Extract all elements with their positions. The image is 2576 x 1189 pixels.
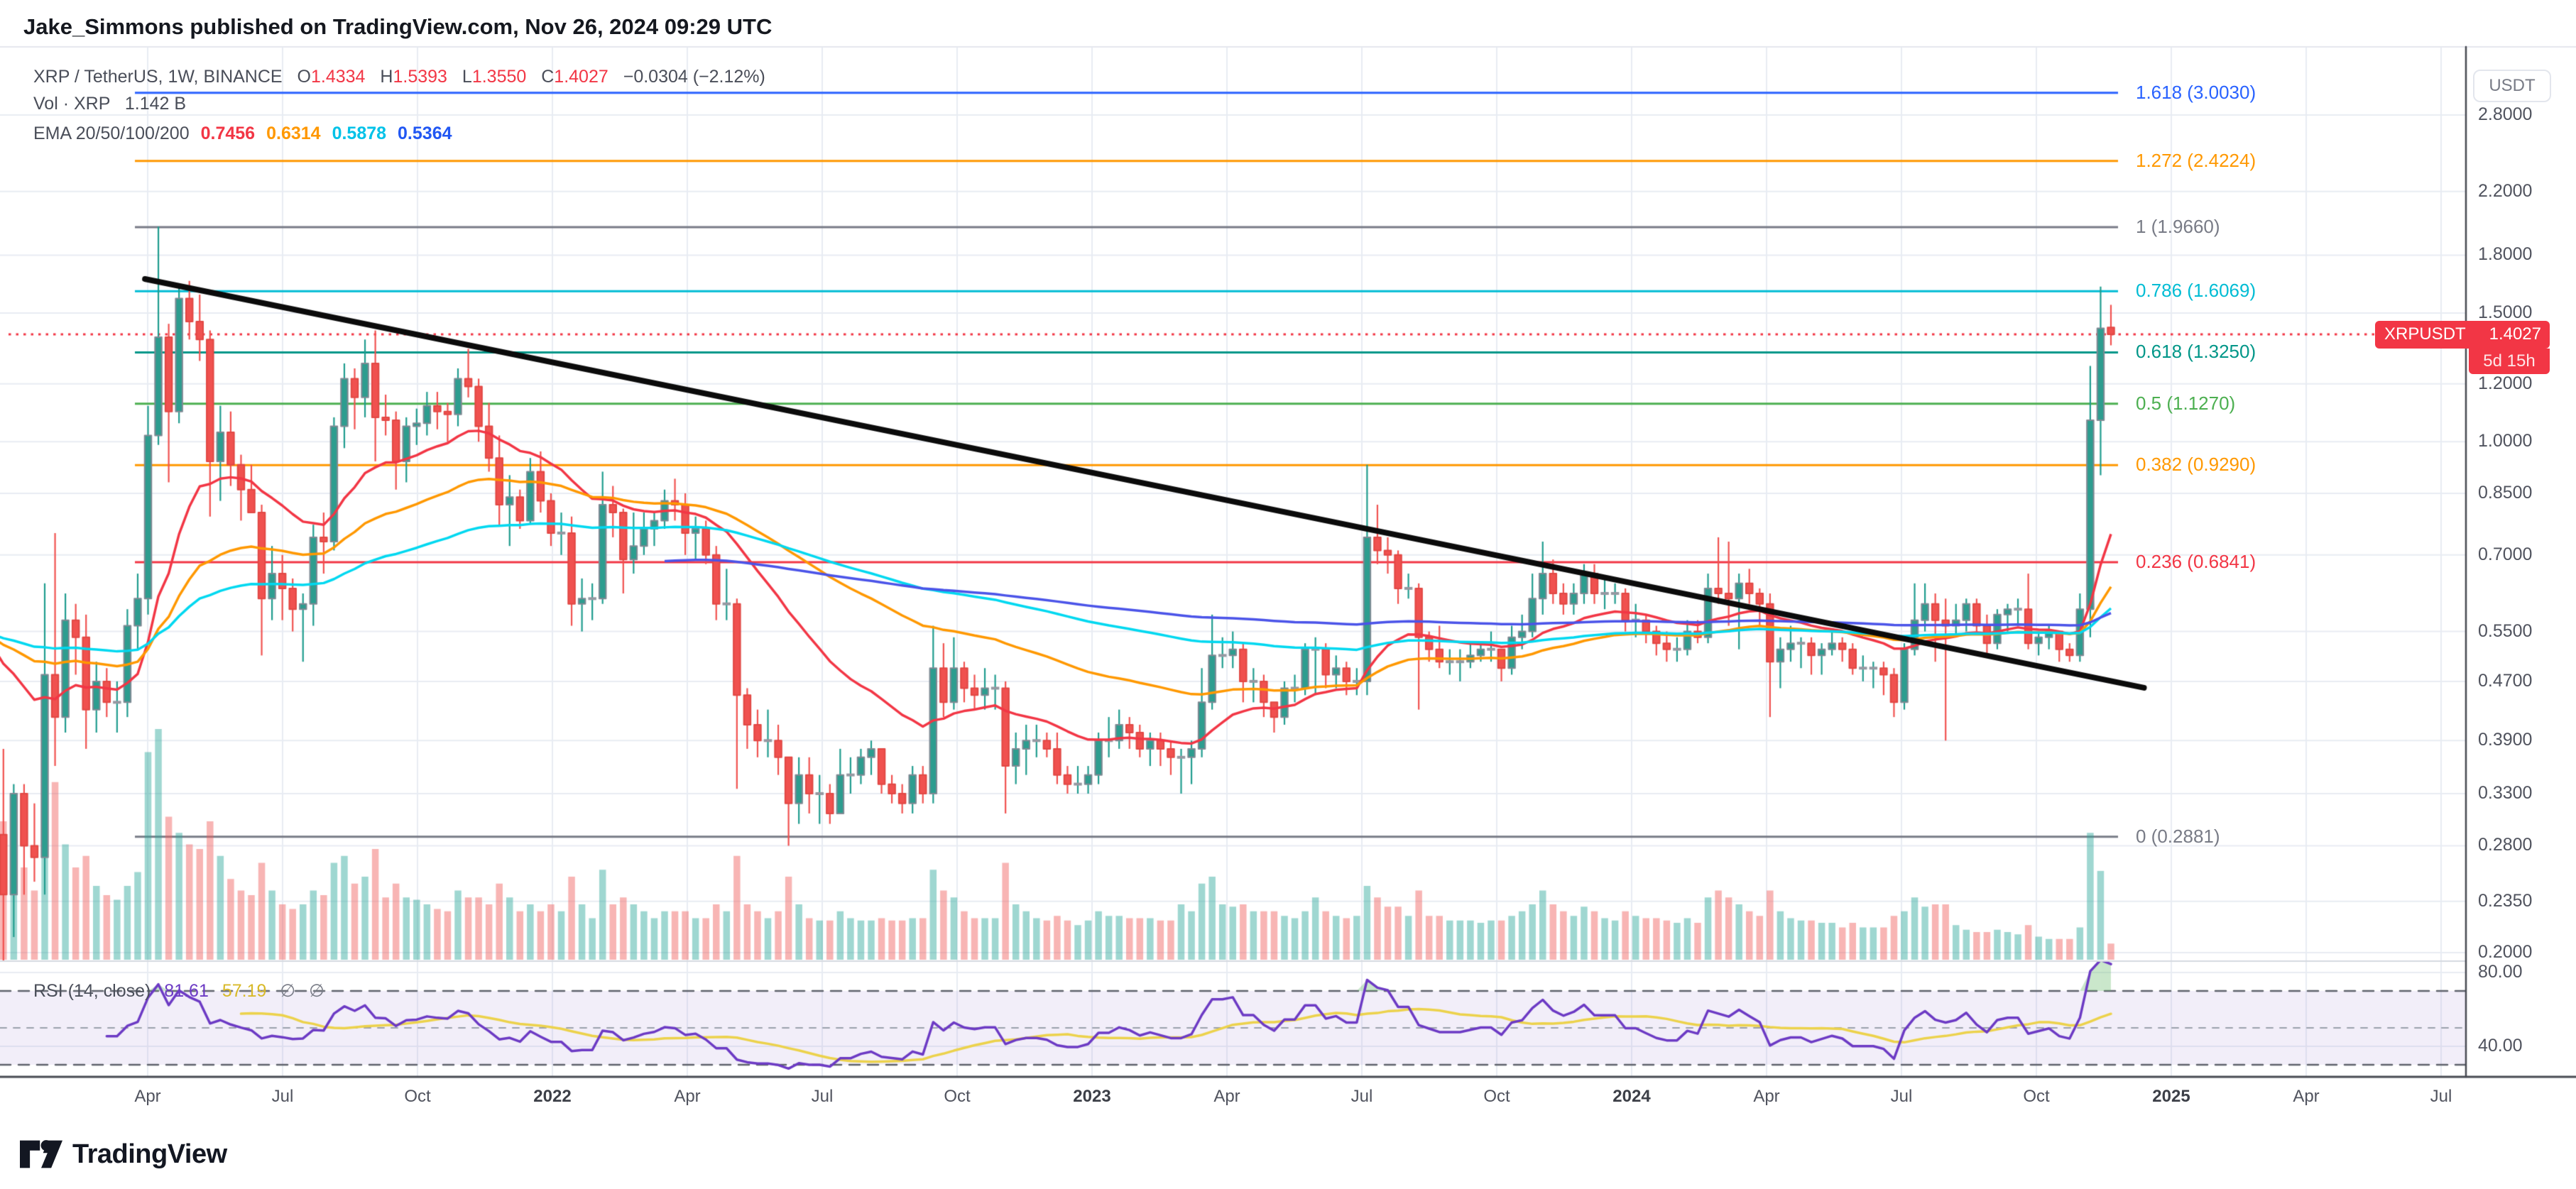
price-tick-label: 0.2000	[2478, 941, 2533, 962]
volume-label: Vol · XRP	[33, 94, 110, 114]
ema-value: 0.5878	[332, 124, 387, 143]
time-axis-label: 2023	[1073, 1087, 1111, 1106]
price-tick-label: 0.3900	[2478, 730, 2533, 750]
price-tick-label: 1.0000	[2478, 431, 2533, 451]
change-value: −0.0304 (−2.12%)	[623, 67, 765, 87]
price-tick-label: 0.2800	[2478, 835, 2533, 855]
price-tick-label: 0.5500	[2478, 620, 2533, 641]
time-axis-label: Jul	[271, 1087, 294, 1106]
high-label: H	[380, 67, 393, 87]
close-label: C	[541, 67, 555, 87]
rsi-empty-slot: ∅	[280, 981, 296, 1001]
high-value: 1.5393	[393, 67, 447, 87]
low-label: L	[462, 67, 472, 87]
time-axis-label: Apr	[674, 1087, 701, 1106]
time-axis-label: 2022	[533, 1087, 572, 1106]
last-price-badge: XRPUSDT 1.4027	[2375, 320, 2550, 349]
ema-value: 0.6314	[266, 124, 321, 143]
rsi-title: RSI (14, close)	[33, 981, 151, 1001]
rsi-legend[interactable]: RSI (14, close) 81.61 57.19 ∅ ∅	[33, 980, 324, 1002]
close-value: 1.4027	[554, 67, 608, 87]
time-axis-label: Oct	[944, 1087, 971, 1106]
price-tick-label: 0.7000	[2478, 544, 2533, 564]
fib-level-label: 0.618 (1.3250)	[2136, 341, 2256, 363]
ema-value: 0.7456	[200, 124, 256, 143]
fib-level-label: 0.236 (0.6841)	[2136, 551, 2256, 573]
time-axis-label: Apr	[1213, 1087, 1240, 1106]
price-tick-label: 0.3300	[2478, 782, 2533, 803]
open-value: 1.4334	[311, 67, 366, 87]
rsi-tick-label: 80.00	[2478, 962, 2523, 982]
badge-price: 1.4027	[2489, 324, 2541, 344]
open-label: O	[297, 67, 311, 87]
time-axis-label: Jul	[1350, 1087, 1373, 1106]
bar-countdown: 5d 15h	[2469, 348, 2550, 374]
badge-symbol: XRPUSDT	[2384, 324, 2466, 344]
symbol-title: XRP / TetherUS, 1W, BINANCE	[33, 67, 283, 87]
fib-level-label: 1.272 (2.4224)	[2136, 149, 2256, 171]
ema-label: EMA 20/50/100/200	[33, 124, 190, 143]
rsi-empty-slot: ∅	[309, 981, 324, 1001]
fib-level-label: 1 (1.9660)	[2136, 216, 2220, 238]
volume-value: 1.142 B	[124, 94, 187, 114]
tradingview-wordmark: TradingView	[72, 1139, 227, 1169]
time-axis-label: Apr	[134, 1087, 161, 1106]
price-tick-label: 0.4700	[2478, 670, 2533, 691]
time-axis-label: Jul	[811, 1087, 834, 1106]
time-axis-label: Jul	[1890, 1087, 1913, 1106]
low-value: 1.3550	[471, 67, 527, 87]
time-axis-label: Oct	[404, 1087, 431, 1106]
time-axis-label: Apr	[1753, 1087, 1780, 1106]
time-axis-label: 2024	[1612, 1087, 1651, 1106]
tradingview-logo[interactable]: TradingView	[20, 1137, 227, 1171]
price-tick-label: 1.2000	[2478, 373, 2533, 393]
fib-level-label: 0 (0.2881)	[2136, 825, 2220, 847]
ema-legend[interactable]: EMA 20/50/100/200 0.7456 0.6314 0.5878 0.536…	[33, 124, 452, 144]
price-tick-label: 2.8000	[2478, 104, 2533, 124]
rsi-value: 81.61	[164, 981, 209, 1001]
price-tick-label: 1.8000	[2478, 244, 2533, 265]
time-axis-label: Oct	[2023, 1087, 2050, 1106]
time-axis-label: Oct	[1483, 1087, 1510, 1106]
tradingview-glyph-icon	[20, 1140, 62, 1168]
fib-level-label: 0.786 (1.6069)	[2136, 280, 2256, 302]
price-tick-label: 0.8500	[2478, 482, 2533, 503]
symbol-legend[interactable]: XRP / TetherUS, 1W, BINANCE O1.4334 H1.5…	[33, 67, 765, 87]
volume-legend[interactable]: Vol · XRP 1.142 B	[33, 94, 186, 114]
time-axis-label: Apr	[2293, 1087, 2320, 1106]
ema-value: 0.5364	[398, 124, 452, 143]
rsi-tick-label: 40.00	[2478, 1036, 2523, 1056]
fib-level-label: 0.382 (0.9290)	[2136, 454, 2256, 476]
fib-level-label: 1.618 (3.0030)	[2136, 81, 2256, 103]
price-axis-currency[interactable]: USDT	[2473, 70, 2551, 102]
rsi-ma-value: 57.19	[222, 981, 267, 1001]
publish-attribution: Jake_Simmons published on TradingView.co…	[23, 14, 773, 39]
price-tick-label: 2.2000	[2478, 180, 2533, 201]
time-axis-label: Jul	[2430, 1087, 2452, 1106]
fib-level-label: 0.5 (1.1270)	[2136, 392, 2236, 414]
price-tick-label: 0.2350	[2478, 890, 2533, 911]
price-tick-label: 1.5000	[2478, 302, 2533, 322]
time-axis-label: 2025	[2152, 1087, 2190, 1106]
